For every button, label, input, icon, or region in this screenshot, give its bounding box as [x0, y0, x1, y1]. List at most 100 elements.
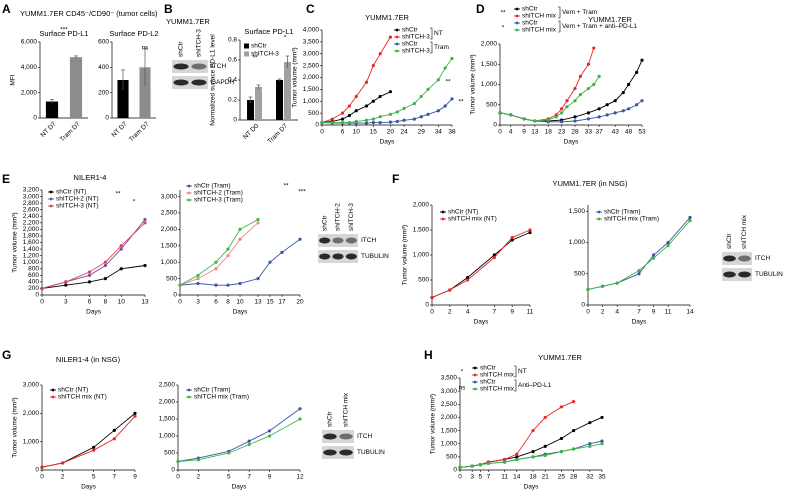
blot-strip: [722, 268, 752, 281]
blot-band: [738, 271, 751, 278]
significance: *: [133, 199, 136, 206]
blot-band: [191, 79, 207, 86]
bar: [276, 80, 283, 120]
x-tick-label: 8: [226, 299, 230, 306]
data-point: [267, 429, 272, 433]
data-point: [613, 111, 617, 115]
data-point: [143, 263, 147, 268]
series-line: [41, 222, 146, 289]
y-tick-label: 600: [28, 272, 39, 279]
x-tick-label: 32: [586, 474, 594, 481]
y-tick-label: 1,400: [23, 246, 40, 253]
x-tick-label: 20: [296, 299, 304, 306]
significance: ns: [459, 385, 467, 392]
data-point: [402, 118, 406, 122]
panel-letter: G: [2, 348, 11, 362]
y-tick-label: 1,000: [441, 440, 458, 447]
data-point: [637, 269, 641, 273]
data-point: [238, 237, 242, 241]
data-point: [600, 284, 605, 288]
y-tick-label: 3,000: [23, 193, 40, 200]
data-point: [573, 86, 577, 91]
data-point: [588, 442, 592, 446]
legend-label: shCtr (NT): [56, 189, 86, 196]
chart-title: YUMM1.7ER: [538, 353, 582, 362]
data-point: [388, 120, 393, 124]
y-tick-label: 200: [98, 89, 109, 96]
legend-marker: [441, 210, 445, 214]
y-tick-label: 1,000: [481, 81, 498, 88]
data-point: [531, 455, 535, 459]
blot-band: [339, 433, 353, 440]
blot-band: [345, 253, 357, 260]
data-point: [448, 288, 452, 292]
data-point: [364, 121, 369, 125]
y-axis-label: Tumor volume (mm³): [12, 397, 19, 457]
data-point: [572, 400, 576, 404]
data-point: [559, 450, 564, 454]
significance: *: [284, 35, 287, 42]
chart-title: Surface PD-L1: [39, 29, 88, 38]
data-point: [515, 455, 519, 459]
x-tick-label: 2: [601, 309, 605, 316]
data-point: [378, 115, 382, 119]
band-label: GAPDH: [211, 79, 234, 86]
data-point: [528, 230, 532, 235]
data-point: [268, 260, 272, 264]
data-point: [92, 445, 96, 449]
legend-marker: [187, 191, 191, 195]
data-point: [119, 244, 123, 248]
data-point: [395, 110, 399, 114]
blot-band: [738, 255, 751, 262]
legend-label: shCtr: [480, 379, 496, 386]
data-point: [298, 407, 302, 411]
data-point: [592, 46, 596, 50]
x-tick-label: 28: [571, 129, 579, 136]
data-point: [371, 121, 375, 125]
legend-label: shITCH mix: [522, 27, 557, 34]
data-point: [214, 267, 218, 271]
data-point: [588, 421, 592, 425]
y-tick-label: 3,500: [441, 375, 458, 382]
significance: *: [461, 369, 464, 376]
y-tick-label: 3,000: [441, 388, 458, 395]
bar: [139, 67, 151, 118]
data-point: [559, 405, 564, 409]
y-axis-label: Tumor volume (mm³): [402, 225, 409, 285]
data-point: [572, 428, 576, 433]
legend-label: shITCH-3 (NT): [56, 203, 99, 210]
data-point: [256, 276, 260, 281]
legend-marker: [473, 380, 477, 384]
legend-label: shITCH mix: [480, 386, 515, 393]
x-tick-label: 5: [227, 474, 231, 481]
legend-marker: [395, 35, 399, 39]
y-tick-label: 1,800: [23, 233, 40, 240]
x-tick-label: 0: [430, 309, 434, 316]
data-point: [543, 453, 547, 458]
data-point: [592, 82, 596, 87]
bar: [284, 62, 291, 120]
data-point: [226, 247, 230, 251]
data-point: [238, 281, 242, 286]
x-axis-label: Days: [524, 484, 540, 491]
x-axis-label: Days: [632, 319, 648, 326]
x-tick-label: 3: [196, 299, 200, 306]
x-tick-label: 7: [113, 474, 117, 481]
legend-group-label: Vem + Tram: [562, 9, 597, 16]
y-tick-label: 3,500: [303, 39, 320, 46]
data-point: [196, 458, 200, 462]
data-point: [378, 94, 382, 99]
data-point: [371, 64, 375, 68]
legend-label: shCtr: [480, 365, 496, 372]
x-axis-label: Days: [474, 319, 490, 326]
x-tick-label: Tram D7: [128, 120, 151, 143]
data-point: [466, 278, 470, 282]
significance: *: [502, 25, 505, 32]
x-tick-label: 33: [585, 129, 593, 136]
series-line: [179, 222, 259, 286]
legend-bracket: [558, 6, 561, 19]
x-tick-label: 0: [498, 129, 502, 136]
data-point: [247, 439, 251, 443]
legend-label: shITCH mix (Tram): [194, 394, 249, 401]
y-tick-label: 1,500: [441, 427, 458, 434]
